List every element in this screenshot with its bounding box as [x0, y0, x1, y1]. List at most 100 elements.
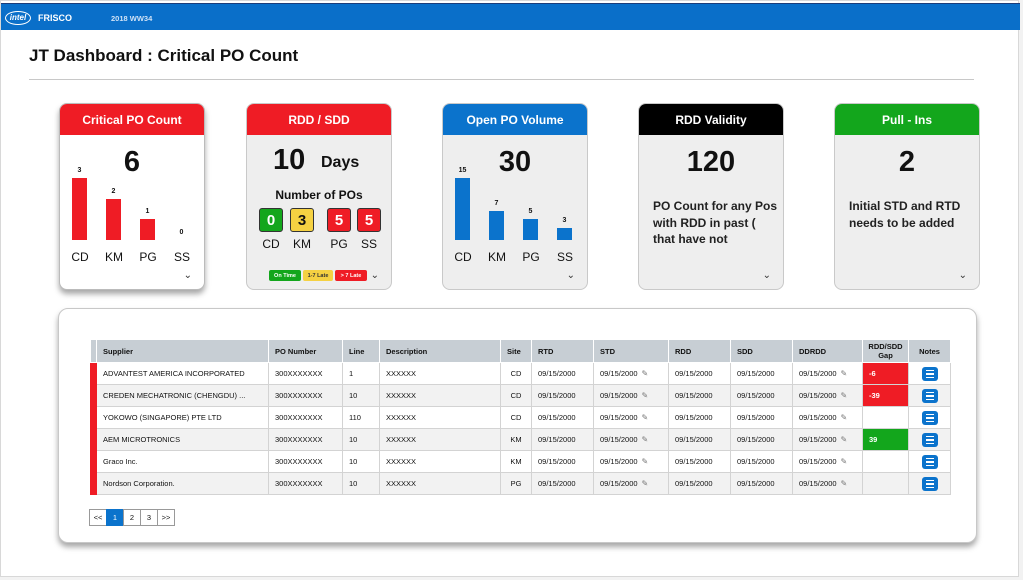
- cell-ddrdd[interactable]: 09/15/2000 ✎: [792, 428, 863, 451]
- cell-sdd: 09/15/2000: [730, 428, 793, 451]
- cell-po-number[interactable]: 300XXXXXXX: [268, 450, 343, 473]
- bar-value-label: 0: [179, 229, 184, 236]
- cell-rtd: 09/15/2000: [531, 384, 594, 407]
- cell-po-number[interactable]: 300XXXXXXX: [268, 362, 343, 385]
- cell-po-number[interactable]: 300XXXXXXX: [268, 472, 343, 495]
- card-critical-po-count[interactable]: Critical PO Count 6 3 CD 2 KM 1 PG 0 SS ⌄: [59, 103, 205, 290]
- cell-std[interactable]: 09/15/2000 ✎: [593, 362, 669, 385]
- table-row[interactable]: Graco Inc. 300XXXXXXX 10 XXXXXX KM 09/15/2000…: [90, 450, 951, 473]
- table-row[interactable]: CREDEN MECHATRONIC (CHENGDU) ... 300XXXXX…: [90, 384, 951, 407]
- column-header-site[interactable]: Site: [500, 339, 532, 363]
- card-rdd-sdd[interactable]: RDD / SDD 10 Days Number of POs 0 CD 3 KM 5 P…: [246, 103, 392, 290]
- cell-po-number[interactable]: 300XXXXXXX: [268, 384, 343, 407]
- cell-std[interactable]: 09/15/2000 ✎: [593, 384, 669, 407]
- column-header-sdd[interactable]: SDD: [730, 339, 793, 363]
- cell-gap: -6: [862, 362, 909, 385]
- pencil-edit-icon[interactable]: ✎: [641, 413, 649, 422]
- cell-ddrdd[interactable]: 09/15/2000 ✎: [792, 450, 863, 473]
- bar-km: [489, 211, 504, 240]
- table-row[interactable]: ADVANTEST AMERICA INCORPORATED 300XXXXXXX…: [90, 362, 951, 385]
- card-value: 6: [123, 146, 141, 178]
- cell-std[interactable]: 09/15/2000 ✎: [593, 406, 669, 429]
- ddrdd-date: 09/15/2000: [799, 391, 837, 400]
- card-pull-ins[interactable]: Pull - Ins 2 Initial STD and RTD needs t…: [834, 103, 980, 290]
- column-header-notes[interactable]: Notes: [908, 339, 951, 363]
- site-count-ss: 5: [357, 208, 381, 232]
- column-header-rdd-sdd-gap[interactable]: RDD/SDD Gap: [862, 339, 909, 363]
- chevron-down-icon[interactable]: ⌄: [762, 270, 771, 281]
- column-header-line[interactable]: Line: [342, 339, 380, 363]
- column-header-po-number[interactable]: PO Number: [268, 339, 343, 363]
- column-header-std[interactable]: STD: [593, 339, 669, 363]
- pencil-edit-icon[interactable]: ✎: [840, 435, 848, 444]
- notes-list-icon[interactable]: [921, 454, 938, 469]
- cell-po-number[interactable]: 300XXXXXXX: [268, 428, 343, 451]
- column-header-rtd[interactable]: RTD: [531, 339, 594, 363]
- brand-name[interactable]: FRISCO: [38, 13, 73, 23]
- pencil-edit-icon[interactable]: ✎: [641, 391, 649, 400]
- site-label: KM: [293, 237, 311, 251]
- critical-po-table: Supplier PO Number Line Description Site RTD S…: [90, 339, 951, 495]
- cell-ddrdd[interactable]: 09/15/2000 ✎: [792, 362, 863, 385]
- column-header-ddrdd[interactable]: DDRDD: [792, 339, 863, 363]
- pager-page-1[interactable]: 1: [106, 509, 124, 526]
- table-body: ADVANTEST AMERICA INCORPORATED 300XXXXXXX…: [90, 362, 951, 495]
- column-header-supplier[interactable]: Supplier: [96, 339, 269, 363]
- notes-list-icon[interactable]: [921, 410, 938, 425]
- cell-rdd: 09/15/2000: [668, 450, 731, 473]
- cell-std[interactable]: 09/15/2000 ✎: [593, 428, 669, 451]
- table-row[interactable]: AEM MICROTRONICS 300XXXXXXX 10 XXXXXX KM 09/1…: [90, 428, 951, 451]
- pencil-edit-icon[interactable]: ✎: [641, 479, 649, 488]
- pencil-edit-icon[interactable]: ✎: [840, 413, 848, 422]
- notes-list-icon[interactable]: [921, 432, 938, 447]
- pager-page-3[interactable]: 3: [140, 509, 158, 526]
- card-title: RDD / SDD: [247, 104, 391, 135]
- cell-ddrdd[interactable]: 09/15/2000 ✎: [792, 472, 863, 495]
- chevron-down-icon[interactable]: ⌄: [183, 270, 192, 281]
- cell-po-number[interactable]: 300XXXXXXX: [268, 406, 343, 429]
- card-rdd-validity[interactable]: RDD Validity 120 PO Count for any Pos wi…: [638, 103, 784, 290]
- cell-sdd: 09/15/2000: [730, 384, 793, 407]
- pager-prev-button[interactable]: <<: [89, 509, 107, 526]
- table-row[interactable]: Nordson Corporation. 300XXXXXXX 10 XXXXXX PG…: [90, 472, 951, 495]
- std-date: 09/15/2000: [600, 457, 638, 466]
- chevron-down-icon[interactable]: ⌄: [370, 270, 379, 281]
- notes-list-icon[interactable]: [921, 388, 938, 403]
- card-value: 120: [686, 146, 736, 178]
- cell-ddrdd[interactable]: 09/15/2000 ✎: [792, 384, 863, 407]
- chevron-down-icon[interactable]: ⌄: [958, 270, 967, 281]
- pencil-edit-icon[interactable]: ✎: [840, 391, 848, 400]
- pencil-edit-icon[interactable]: ✎: [840, 457, 848, 466]
- pencil-edit-icon[interactable]: ✎: [840, 479, 848, 488]
- bar-category-label: CD: [71, 250, 89, 264]
- cell-rdd: 09/15/2000: [668, 406, 731, 429]
- pencil-edit-icon[interactable]: ✎: [641, 369, 649, 378]
- title-divider: [29, 79, 974, 80]
- cell-line: 10: [342, 472, 380, 495]
- pager-page-2[interactable]: 2: [123, 509, 141, 526]
- notes-list-icon[interactable]: [921, 366, 938, 381]
- cell-notes: [908, 428, 951, 451]
- cell-std[interactable]: 09/15/2000 ✎: [593, 450, 669, 473]
- cell-site: CD: [500, 362, 532, 385]
- intel-logo-icon: intel: [5, 11, 31, 25]
- pager-next-button[interactable]: >>: [157, 509, 175, 526]
- std-date: 09/15/2000: [600, 391, 638, 400]
- site-count-cd: 0: [259, 208, 283, 232]
- cell-ddrdd[interactable]: 09/15/2000 ✎: [792, 406, 863, 429]
- cell-line: 10: [342, 450, 380, 473]
- card-open-po-volume[interactable]: Open PO Volume 30 15 CD 7 KM 5 PG 3 SS ⌄: [442, 103, 588, 290]
- cell-description: XXXXXX: [379, 450, 501, 473]
- cell-std[interactable]: 09/15/2000 ✎: [593, 472, 669, 495]
- pencil-edit-icon[interactable]: ✎: [641, 435, 649, 444]
- notes-list-icon[interactable]: [921, 476, 938, 491]
- column-header-description[interactable]: Description: [379, 339, 501, 363]
- cell-sdd: 09/15/2000: [730, 362, 793, 385]
- cell-line: 1: [342, 362, 380, 385]
- chevron-down-icon[interactable]: ⌄: [566, 270, 575, 281]
- table-row[interactable]: YOKOWO (SINGAPORE) PTE LTD 300XXXXXXX 110 X…: [90, 406, 951, 429]
- cell-description: XXXXXX: [379, 406, 501, 429]
- pencil-edit-icon[interactable]: ✎: [840, 369, 848, 378]
- pencil-edit-icon[interactable]: ✎: [641, 457, 649, 466]
- column-header-rdd[interactable]: RDD: [668, 339, 731, 363]
